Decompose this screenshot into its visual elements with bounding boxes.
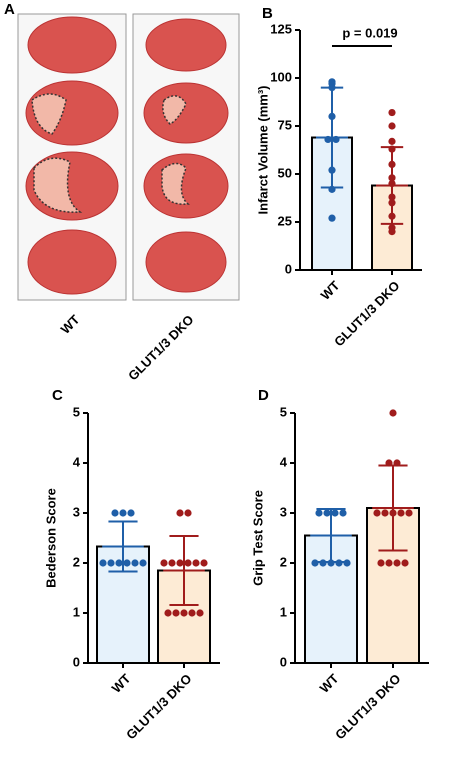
x-tick-label: WT	[318, 278, 343, 303]
data-point	[127, 509, 135, 517]
data-point	[192, 559, 200, 567]
infarct-outline	[161, 162, 190, 205]
annotation: p = 0.019	[342, 25, 397, 40]
data-point	[373, 509, 381, 517]
y-axis-label: Bederson Score	[43, 488, 58, 588]
y-tick-label: 1	[73, 604, 80, 619]
data-point	[172, 609, 180, 617]
y-tick-label: 0	[73, 654, 80, 669]
y-tick-label: 1	[280, 604, 287, 619]
slice	[145, 18, 227, 72]
data-point	[388, 108, 396, 117]
data-point	[405, 509, 413, 517]
group-label: GLUT1/3 DKO	[125, 312, 196, 383]
data-point	[164, 609, 172, 617]
data-point	[381, 509, 389, 517]
x-tick-label: WT	[109, 671, 134, 696]
data-point	[139, 559, 147, 567]
data-point	[388, 122, 396, 130]
data-point	[388, 228, 396, 236]
panel-label: A	[4, 1, 15, 18]
data-point	[160, 559, 168, 567]
slice	[145, 231, 227, 293]
data-point	[389, 409, 397, 417]
data-point	[184, 559, 192, 567]
data-point	[184, 509, 192, 517]
y-axis-label: Infarct Volume (mm³)	[255, 85, 270, 214]
y-tick-label: 3	[73, 504, 80, 519]
data-point	[115, 559, 123, 567]
slice	[27, 229, 117, 295]
data-point	[119, 509, 127, 517]
data-point	[176, 559, 184, 567]
panel-label: B	[262, 5, 273, 22]
data-point	[331, 509, 339, 517]
x-tick-label: WT	[317, 671, 342, 696]
data-point	[180, 609, 188, 617]
data-point	[107, 559, 115, 567]
slice	[143, 153, 229, 219]
y-tick-label: 0	[285, 261, 292, 276]
data-point	[196, 609, 204, 617]
data-point	[328, 214, 336, 222]
brain-images	[17, 13, 240, 301]
y-tick-label: 4	[73, 454, 81, 469]
data-point	[339, 509, 347, 517]
data-point	[176, 509, 184, 517]
data-point	[401, 559, 409, 567]
infarct-outline	[31, 93, 67, 135]
data-point	[200, 559, 208, 567]
data-point	[393, 559, 401, 567]
data-point	[188, 609, 196, 617]
data-point	[397, 509, 405, 517]
data-point	[123, 559, 131, 567]
y-tick-label: 50	[278, 165, 292, 180]
data-point	[385, 559, 393, 567]
y-tick-label: 5	[280, 404, 287, 419]
y-tick-label: 4	[280, 454, 288, 469]
y-tick-label: 100	[270, 69, 292, 84]
panel-label: D	[258, 387, 269, 404]
y-tick-label: 2	[73, 554, 80, 569]
y-tick-label: 75	[278, 117, 292, 132]
x-tick-label: GLUT1/3 DKO	[123, 671, 194, 742]
y-tick-label: 3	[280, 504, 287, 519]
data-point	[388, 137, 396, 145]
y-tick-label: 125	[270, 21, 292, 36]
infarct-outline	[162, 95, 187, 125]
slice	[27, 16, 117, 74]
y-axis-label: Grip Test Score	[250, 490, 265, 586]
infarct-outline	[33, 157, 83, 213]
panel-label: C	[52, 387, 63, 404]
y-tick-label: 5	[73, 404, 80, 419]
data-point	[168, 559, 176, 567]
slice	[143, 82, 229, 144]
data-point	[323, 509, 331, 517]
group-label: WT	[58, 312, 83, 337]
data-point	[111, 509, 119, 517]
data-point	[131, 559, 139, 567]
y-tick-label: 25	[278, 213, 292, 228]
data-point	[99, 559, 107, 567]
data-point	[315, 509, 323, 517]
x-tick-label: GLUT1/3 DKO	[332, 671, 403, 742]
data-point	[377, 559, 385, 567]
y-tick-label: 2	[280, 554, 287, 569]
y-tick-label: 0	[280, 654, 287, 669]
